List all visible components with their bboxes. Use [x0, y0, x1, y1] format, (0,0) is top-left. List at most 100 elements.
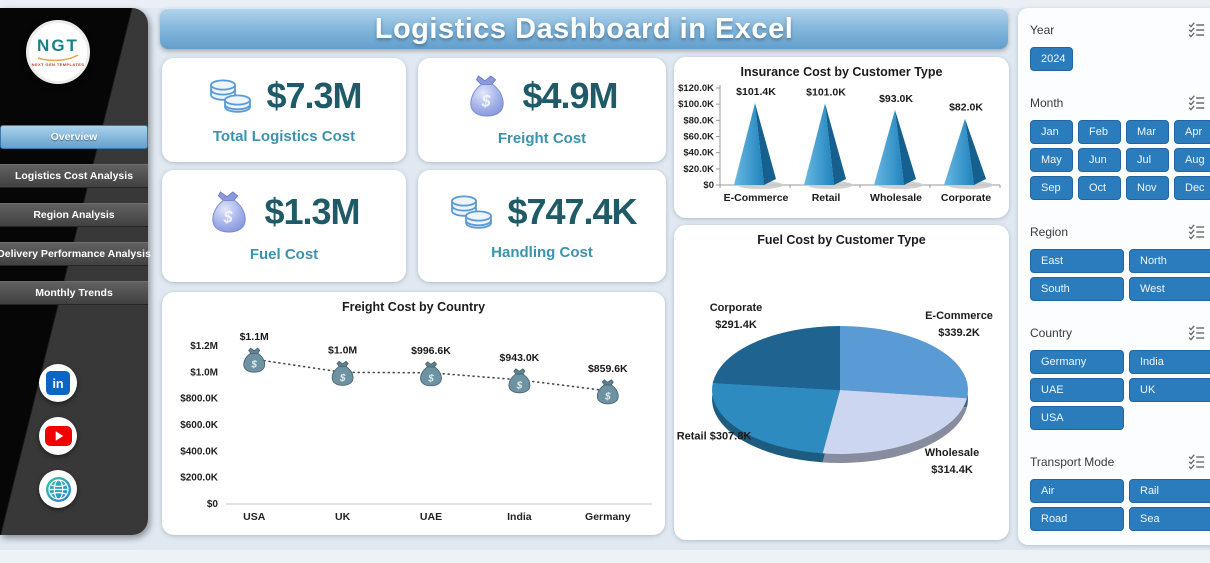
- slicer-option-sep[interactable]: Sep: [1030, 176, 1073, 200]
- kpi-label-fuel-cost: Fuel Cost: [249, 246, 319, 263]
- sidebar: NGT NEXT GEN TEMPLATES Overview Logistics…: [0, 8, 151, 535]
- slicer-option-north[interactable]: North: [1129, 249, 1210, 273]
- website-button[interactable]: [39, 470, 77, 508]
- svg-text:$: $: [516, 380, 523, 391]
- moneybag-marker-usa: $: [243, 347, 266, 373]
- youtube-button[interactable]: [39, 417, 77, 455]
- logo-text: NGT: [37, 36, 79, 55]
- sidebar-item-monthly-trends[interactable]: Monthly Trends: [0, 281, 148, 305]
- svg-text:E-Commerce: E-Commerce: [724, 192, 789, 204]
- pyramid-retail: [804, 103, 834, 185]
- pie-label-corporate: Corporate $291.4K: [709, 301, 763, 331]
- slicer-option-aug[interactable]: Aug: [1174, 148, 1210, 172]
- svg-text:Wholesale: Wholesale: [870, 192, 922, 204]
- slicer-option-uae[interactable]: UAE: [1030, 378, 1124, 402]
- sidebar-item-overview[interactable]: Overview: [0, 125, 148, 149]
- svg-text:UK: UK: [335, 511, 351, 523]
- pie-slice-corporate: [712, 326, 840, 390]
- slicer-option-jan[interactable]: Jan: [1030, 120, 1073, 144]
- social-links: in: [0, 364, 116, 508]
- slicer-option-sea[interactable]: Sea: [1129, 507, 1210, 531]
- freight-chart-title: Freight Cost by Country: [341, 300, 486, 314]
- svg-text:$600.0K: $600.0K: [180, 420, 219, 431]
- page-title: Logistics Dashboard in Excel: [160, 8, 1008, 49]
- slicer-option-mar[interactable]: Mar: [1126, 120, 1169, 144]
- sidebar-item-region-analysis[interactable]: Region Analysis: [0, 203, 148, 227]
- slicer-option-uk[interactable]: UK: [1129, 378, 1210, 402]
- slicer-option-east[interactable]: East: [1030, 249, 1124, 273]
- kpi-card-fuel-cost: $ $1.3M Fuel Cost: [162, 170, 406, 282]
- background-strip-bottom: [0, 550, 1210, 563]
- slicer-option-jun[interactable]: Jun: [1078, 148, 1121, 172]
- svg-text:USA: USA: [243, 511, 266, 523]
- coins-icon: [447, 192, 493, 232]
- coins-icon: [206, 76, 252, 116]
- moneybag-marker-uae: $: [420, 361, 442, 387]
- slicer-option-germany[interactable]: Germany: [1030, 350, 1124, 374]
- slicer-option-dec[interactable]: Dec: [1174, 176, 1210, 200]
- svg-text:in: in: [52, 377, 63, 391]
- sidebar-item-delivery-performance-analysis[interactable]: Delivery Performance Analysis: [0, 242, 151, 266]
- svg-text:$120.0K: $120.0K: [678, 83, 714, 94]
- slicer-option-south[interactable]: South: [1030, 277, 1124, 301]
- linkedin-icon: in: [46, 371, 70, 395]
- multiselect-icon[interactable]: [1188, 95, 1205, 111]
- pie-slice-retail: [712, 383, 840, 454]
- svg-text:$400.0K: $400.0K: [180, 446, 219, 457]
- slicer-option-rail[interactable]: Rail: [1129, 479, 1210, 503]
- slicer-month: Month Jan Feb Mar Apr May Jun Jul Aug Sep Oct Nov De…: [1030, 95, 1210, 200]
- slicer-option-road[interactable]: Road: [1030, 507, 1124, 531]
- slicer-year: Year 2024: [1030, 22, 1210, 71]
- kpi-value-total-logistics-cost: $7.3M: [266, 75, 362, 116]
- fuel-pie-chart-svg: [712, 326, 968, 463]
- svg-text:$100.0K: $100.0K: [678, 99, 714, 110]
- slicer-option-nov[interactable]: Nov: [1126, 176, 1169, 200]
- slicer-option-west[interactable]: West: [1129, 277, 1210, 301]
- slicer-option-india[interactable]: India: [1129, 350, 1210, 374]
- slicer-option-jul[interactable]: Jul: [1126, 148, 1169, 172]
- logo-subtext: NEXT GEN TEMPLATES: [31, 62, 85, 67]
- multiselect-icon[interactable]: [1188, 224, 1205, 240]
- kpi-label-handling-cost: Handling Cost: [491, 244, 593, 261]
- freight-chart-svg: $0 $200.0K $400.0K $600.0K $800.0K $1.0M $1.2M…: [180, 331, 652, 523]
- kpi-card-total-logistics-cost: $7.3M Total Logistics Cost: [162, 58, 406, 162]
- svg-text:$: $: [250, 360, 257, 371]
- multiselect-icon[interactable]: [1188, 325, 1205, 341]
- slicer-option-feb[interactable]: Feb: [1078, 120, 1121, 144]
- slicer-label-country: Country: [1030, 326, 1073, 340]
- pyramid-wholesale: [874, 109, 904, 185]
- kpi-value-fuel-cost: $1.3M: [264, 191, 360, 232]
- svg-text:$: $: [481, 93, 492, 111]
- slicer-option-may[interactable]: May: [1030, 148, 1073, 172]
- slicer-country: Country Germany India UAE UK USA: [1030, 325, 1210, 430]
- svg-text:$93.0K: $93.0K: [879, 93, 913, 105]
- slicer-option-usa[interactable]: USA: [1030, 406, 1124, 430]
- svg-text:$82.0K: $82.0K: [949, 102, 983, 114]
- svg-text:$1.2M: $1.2M: [190, 341, 218, 352]
- svg-text:$1.0M: $1.0M: [328, 344, 357, 356]
- svg-text:$101.0K: $101.0K: [806, 86, 846, 98]
- youtube-icon: [44, 426, 72, 446]
- multiselect-icon[interactable]: [1188, 22, 1205, 38]
- kpi-card-freight-cost: $ $4.9M Freight Cost: [418, 58, 666, 162]
- slicer-option-air[interactable]: Air: [1030, 479, 1124, 503]
- moneybag-marker-uk: $: [331, 360, 354, 386]
- freight-chart-card: Freight Cost by Country $0 $200.0K $400.0K…: [162, 292, 665, 535]
- slicer-option-apr[interactable]: Apr: [1174, 120, 1210, 144]
- kpi-card-handling-cost: $747.4K Handling Cost: [418, 170, 666, 282]
- multiselect-icon[interactable]: [1188, 454, 1205, 470]
- kpi-label-freight-cost: Freight Cost: [497, 130, 587, 147]
- website-icon: [45, 476, 72, 503]
- slicer-option-oct[interactable]: Oct: [1078, 176, 1121, 200]
- kpi-label-total-logistics-cost: Total Logistics Cost: [212, 128, 356, 145]
- linkedin-button[interactable]: in: [39, 364, 77, 402]
- moneybag-marker-germany: $: [596, 379, 619, 405]
- pie-label-retail: Retail $307.8K: [676, 430, 752, 443]
- pie-slice-wholesale: [822, 390, 967, 454]
- sidebar-item-logistics-cost-analysis[interactable]: Logistics Cost Analysis: [0, 164, 148, 188]
- pie-slice-e-commerce: [840, 326, 968, 399]
- pie-label-wholesale: Wholesale $314.4K: [924, 446, 980, 476]
- background-strip-top: [0, 0, 1210, 8]
- svg-text:$200.0K: $200.0K: [180, 473, 219, 484]
- slicer-option-2024[interactable]: 2024: [1030, 47, 1073, 71]
